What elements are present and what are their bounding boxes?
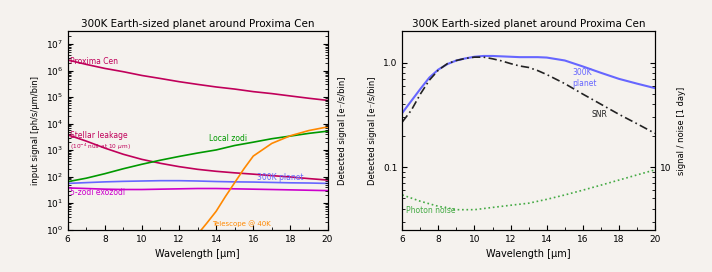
Text: SNR: SNR — [592, 110, 608, 119]
Text: Stellar leakage: Stellar leakage — [70, 131, 128, 140]
Y-axis label: input signal [ph/s/μm/bin]: input signal [ph/s/μm/bin] — [31, 76, 40, 185]
Text: (10$^{-4}$ null at 10 $\mu$m): (10$^{-4}$ null at 10 $\mu$m) — [70, 142, 131, 152]
Title: 300K Earth-sized planet around Proxima Cen: 300K Earth-sized planet around Proxima C… — [81, 19, 314, 29]
Text: 300K planet: 300K planet — [257, 173, 303, 182]
Text: Local zodi: Local zodi — [209, 134, 247, 143]
Text: 300K
planet: 300K planet — [572, 69, 597, 88]
Y-axis label: Detected signal [e⁻/s/bin]: Detected signal [e⁻/s/bin] — [338, 76, 347, 185]
Y-axis label: signal / noise [1 day]: signal / noise [1 day] — [677, 86, 686, 175]
Text: Proxima Cen: Proxima Cen — [70, 57, 118, 66]
Text: 5-zodi exozodi: 5-zodi exozodi — [70, 188, 125, 197]
Y-axis label: Detected signal [e⁻/s/bin]: Detected signal [e⁻/s/bin] — [369, 76, 377, 185]
X-axis label: Wavelength [μm]: Wavelength [μm] — [155, 249, 240, 259]
Text: Photon noise: Photon noise — [406, 206, 456, 215]
Title: 300K Earth-sized planet around Proxima Cen: 300K Earth-sized planet around Proxima C… — [412, 19, 645, 29]
Text: Telescope @ 40K: Telescope @ 40K — [212, 220, 271, 227]
X-axis label: Wavelength [μm]: Wavelength [μm] — [486, 249, 571, 259]
